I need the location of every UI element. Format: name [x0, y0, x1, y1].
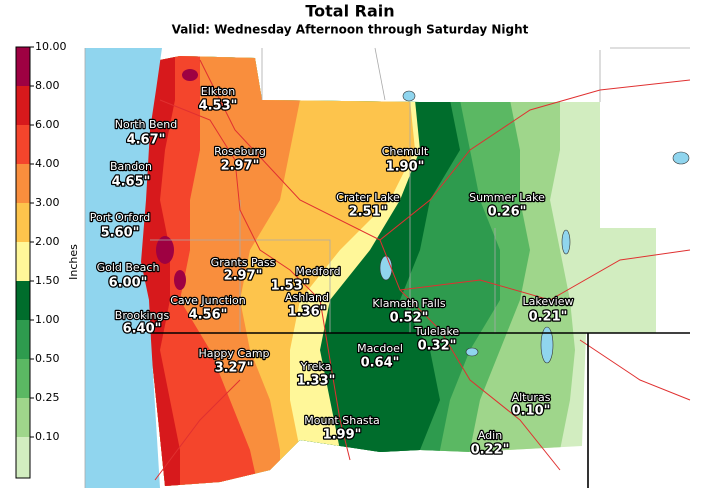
colorbar-tick-label: 0.50 [35, 352, 60, 365]
ocean [85, 48, 162, 488]
colorbar-tick-label: 0.25 [35, 391, 60, 404]
rain-amount: 4.56" [189, 308, 228, 323]
colorbar-band [16, 320, 30, 359]
colorbar-band [16, 86, 30, 125]
rain-amount: 1.36" [288, 305, 327, 320]
rain-amount: 0.32" [418, 339, 457, 354]
title: Total Rain [305, 2, 394, 21]
place-name: Gold Beach [97, 261, 160, 274]
colorbar-band [16, 242, 30, 281]
colorbar-tick-label: 1.00 [35, 313, 60, 326]
colorbar-band [16, 47, 30, 86]
colorbar-band [16, 203, 30, 242]
colorbar-tick-label: 10.00 [35, 40, 67, 53]
place-name: Tulelake [414, 325, 460, 338]
rain-amount: 6.40" [123, 322, 162, 337]
rain-zone [182, 69, 198, 81]
rain-amount: 0.64" [361, 356, 400, 371]
colorbar-band [16, 359, 30, 398]
place-name: Crater Lake [336, 191, 400, 204]
colorbar-tick-label: 8.00 [35, 79, 60, 92]
rain-amount: 0.26" [488, 205, 527, 220]
colorbar-tick-label: 1.50 [35, 274, 60, 287]
rain-zone [174, 270, 186, 290]
rain-amount: 1.90" [386, 160, 425, 175]
colorbar-tick-label: 4.00 [35, 157, 60, 170]
rain-amount: 4.67" [127, 133, 166, 148]
state-border [150, 332, 690, 488]
place-name: Grants Pass [211, 256, 276, 269]
colorbar-band [16, 281, 30, 320]
place-name: Lakeview [523, 295, 574, 308]
colorbar-frame [15, 46, 31, 479]
place-name: Brookings [115, 309, 170, 322]
rain-amount: 3.27" [215, 361, 254, 376]
rain-amount: 1.33" [297, 374, 336, 389]
rain-zones [140, 56, 656, 486]
rain-zone [140, 56, 180, 486]
rain-amount: 4.65" [112, 175, 151, 190]
place-name: Summer Lake [469, 191, 545, 204]
colorbar-band [16, 437, 30, 478]
rain-amount: 1.99" [323, 428, 362, 443]
place-name: Ashland [285, 291, 329, 304]
subtitle: Valid: Wednesday Afternoon through Satur… [172, 23, 529, 37]
colorbar-tick-label: 2.00 [35, 235, 60, 248]
rain-amount: 6.00" [109, 276, 148, 291]
roads [154, 59, 691, 481]
colorbar-band [16, 398, 30, 437]
colorbar-band [16, 125, 30, 164]
place-name: Elkton [201, 85, 235, 98]
lakes [379, 90, 690, 364]
rain-amount: 0.10" [512, 404, 551, 419]
rain-amount: 0.22" [471, 443, 510, 458]
rain-zone [140, 56, 300, 486]
rain-amount: 4.53" [199, 99, 238, 114]
rain-amount: 0.52" [390, 311, 429, 326]
place-name: Macdoel [357, 342, 403, 355]
county-lines [84, 47, 690, 488]
place-name: Port Orford [90, 211, 150, 224]
place-name: Bandon [110, 160, 152, 173]
rain-amount: 0.21" [529, 310, 568, 325]
colorbar-label: Inches [67, 244, 80, 280]
place-name: Cave Junction [170, 294, 246, 307]
place-name: Adin [478, 429, 502, 442]
rain-amount: 5.60" [101, 226, 140, 241]
place-name: Chemult [382, 145, 429, 158]
place-name: North Bend [115, 118, 178, 131]
colorbar: 10.00 8.00 6.00 4.00 3.00 2.00 1.50 1.00 0.50 0.2… [15, 40, 67, 479]
rain-amount: 2.51" [349, 205, 388, 220]
rain-amount: 2.97" [221, 159, 260, 174]
colorbar-tick-label: 6.00 [35, 118, 60, 131]
place-name: Roseburg [214, 145, 266, 158]
place-name: Happy Camp [198, 347, 269, 360]
rain-amount: 1.53" [271, 279, 310, 294]
place-name: Klamath Falls [372, 297, 445, 310]
colorbar-tick-label: 3.00 [35, 196, 60, 209]
place-name: Medford [295, 265, 340, 278]
place-name: Mount Shasta [304, 414, 379, 427]
rain-zone [156, 236, 174, 264]
colorbar-band [16, 164, 30, 203]
colorbar-tick-label: 0.10 [35, 430, 60, 443]
place-name: Alturas [512, 391, 551, 404]
rain-amount: 2.97" [224, 269, 263, 284]
place-name: Yreka [300, 360, 332, 373]
